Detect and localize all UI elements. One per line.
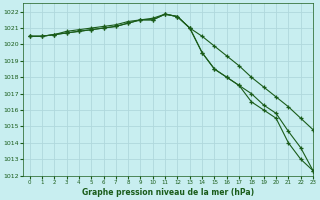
X-axis label: Graphe pression niveau de la mer (hPa): Graphe pression niveau de la mer (hPa) <box>82 188 254 197</box>
